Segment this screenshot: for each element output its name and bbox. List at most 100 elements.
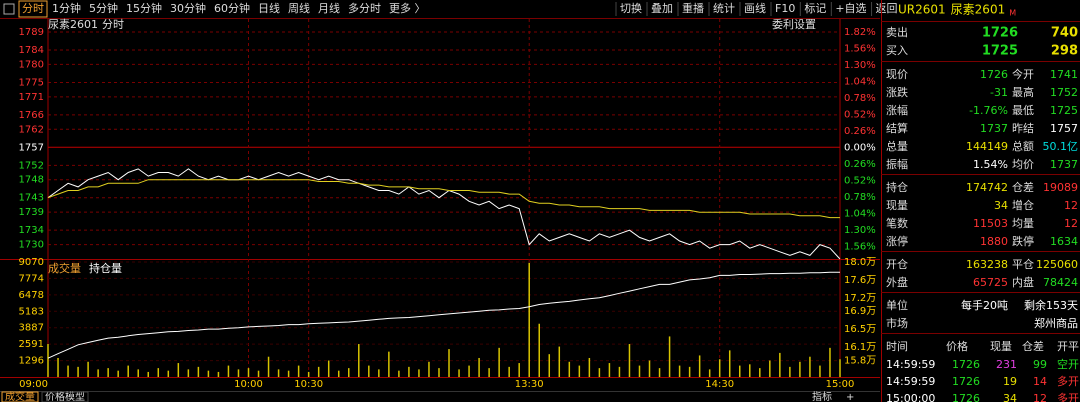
volume-bar (458, 369, 460, 377)
y2-tick-label: 15.8万 (844, 355, 876, 366)
volume-bar (558, 346, 561, 377)
bottom-tab-box (1, 391, 39, 402)
volume-bar (759, 368, 761, 377)
volume-bar (378, 369, 380, 377)
stat-value: 1757 (1050, 122, 1078, 135)
settings-button[interactable]: 委利设置 (772, 18, 816, 31)
volume-bar (438, 368, 440, 377)
legend-entry: 成交量 (48, 261, 81, 275)
toolbar-button[interactable]: 返回 (876, 2, 898, 15)
volume-bar (368, 365, 370, 377)
volume-bar (337, 370, 340, 377)
volume-bar (809, 356, 811, 377)
stat-label: 跌停 (1012, 234, 1034, 248)
toolbar-button[interactable]: 叠加 (651, 2, 673, 15)
bottom-button[interactable]: + (846, 392, 854, 402)
y2-tick-label: 1.04% (844, 76, 876, 87)
y-tick-label: 1730 (19, 240, 44, 251)
stat-value: 65725 (973, 276, 1008, 289)
volume-bar (498, 347, 500, 377)
book-label: 买入 (886, 44, 908, 57)
toolbar-tab[interactable]: 5分钟 (89, 1, 118, 15)
y2-tick-label: 17.6万 (844, 275, 876, 286)
y-tick-label: 1739 (19, 207, 44, 218)
toolbar-tab[interactable]: 月线 (318, 1, 340, 15)
y-tick-label: 1784 (19, 45, 44, 56)
toolbar-button[interactable]: 画线 (744, 1, 766, 15)
toolbar-tab[interactable]: 15分钟 (126, 1, 162, 15)
stat-label: 单位 (886, 298, 908, 312)
volume-bar (267, 356, 270, 377)
tick-cell: 1726 (952, 358, 980, 371)
stat-value: -1.76% (969, 104, 1008, 117)
toolbar-tab[interactable]: 1分钟 (52, 1, 81, 15)
stat-label: 昨结 (1012, 122, 1034, 135)
chart-subtitle: 分时 (102, 18, 124, 31)
volume-bar (468, 365, 470, 377)
volume-bar (197, 366, 200, 377)
stat-value: 163238 (966, 258, 1008, 271)
tick-cell: 12 (1033, 392, 1047, 402)
toolbar-button[interactable]: F10 (775, 2, 795, 15)
ticks-header: 价格 (946, 339, 968, 353)
y2-tick-label: 1.30% (844, 225, 876, 236)
stat-value: 19089 (1043, 181, 1078, 194)
y2-tick-label: 0.78% (844, 93, 876, 104)
toolbar-button[interactable]: 重播 (682, 1, 704, 15)
toolbar-tab[interactable]: 30分钟 (170, 1, 206, 15)
stat-label: 持仓 (886, 180, 908, 194)
y-tick-label: 1789 (19, 27, 44, 38)
toolbar-button[interactable]: 切换 (620, 1, 642, 15)
y-tick-label: 1766 (19, 110, 44, 121)
volume-bar (708, 369, 711, 377)
toolbar-tab[interactable]: 分时 (22, 2, 44, 15)
volume-bar (388, 351, 390, 377)
volume-bar (598, 368, 601, 377)
toolbar-tab[interactable]: 更多 〉 (389, 1, 426, 15)
bottom-tab[interactable]: 成交量 (5, 390, 35, 402)
toolbar-button[interactable]: +自选 (835, 2, 866, 15)
y-tick-label: 1734 (19, 225, 44, 236)
stat-value: 1.54% (973, 158, 1008, 171)
stat-value: 1725 (1050, 104, 1078, 117)
tick-cell: 14 (1033, 375, 1047, 388)
volume-bar (578, 365, 581, 377)
volume-bar (307, 371, 310, 377)
contract-badge: M (1009, 9, 1016, 18)
y2-tick-label: 0.00% (844, 142, 876, 153)
volume-bar (688, 366, 691, 377)
volume-bar (478, 357, 480, 377)
volume-bar (488, 368, 490, 377)
volume-bar (227, 365, 230, 377)
tick-cell: 14:59:59 (886, 358, 935, 371)
volume-bar (638, 365, 641, 377)
stat-label: 振幅 (886, 157, 908, 171)
tick-cell: 19 (1003, 375, 1017, 388)
stat-value: 1880 (980, 235, 1008, 248)
y2-tick-label: 1.04% (844, 208, 876, 219)
stat-value: 每手20吨 (961, 298, 1008, 312)
stat-value: 1726 (980, 68, 1008, 81)
volume-bar (588, 357, 591, 377)
stat-label: 市场 (886, 316, 908, 330)
toolbar-button[interactable]: 标记 (804, 1, 826, 15)
toolbar-tab[interactable]: 日线 (258, 1, 280, 15)
toolbar-tab[interactable]: 60分钟 (214, 1, 250, 15)
bottom-tab[interactable]: 价格模型 (45, 390, 85, 402)
stat-label: 最低 (1012, 104, 1034, 117)
volume-bar (628, 344, 631, 377)
volume-bar (317, 366, 320, 377)
toolbar-tab[interactable]: 多分时 (348, 1, 381, 15)
volume-bar (428, 361, 430, 377)
x-tick-label: 10:00 (234, 379, 263, 390)
y2-tick-label: 1.82% (844, 27, 876, 38)
stat-value: 78424 (1043, 276, 1078, 289)
toolbar-button[interactable]: 统计 (713, 2, 735, 15)
toolbar-tab[interactable]: 周线 (288, 1, 310, 15)
x-tick-label: 15:00 (826, 379, 855, 390)
ticks-header: 时间 (886, 340, 908, 353)
stat-value: 125060 (1036, 258, 1078, 271)
volume-bar (47, 344, 49, 377)
ticks-header: 现量 (990, 340, 1012, 353)
bottom-button[interactable]: 指标 (812, 390, 832, 402)
